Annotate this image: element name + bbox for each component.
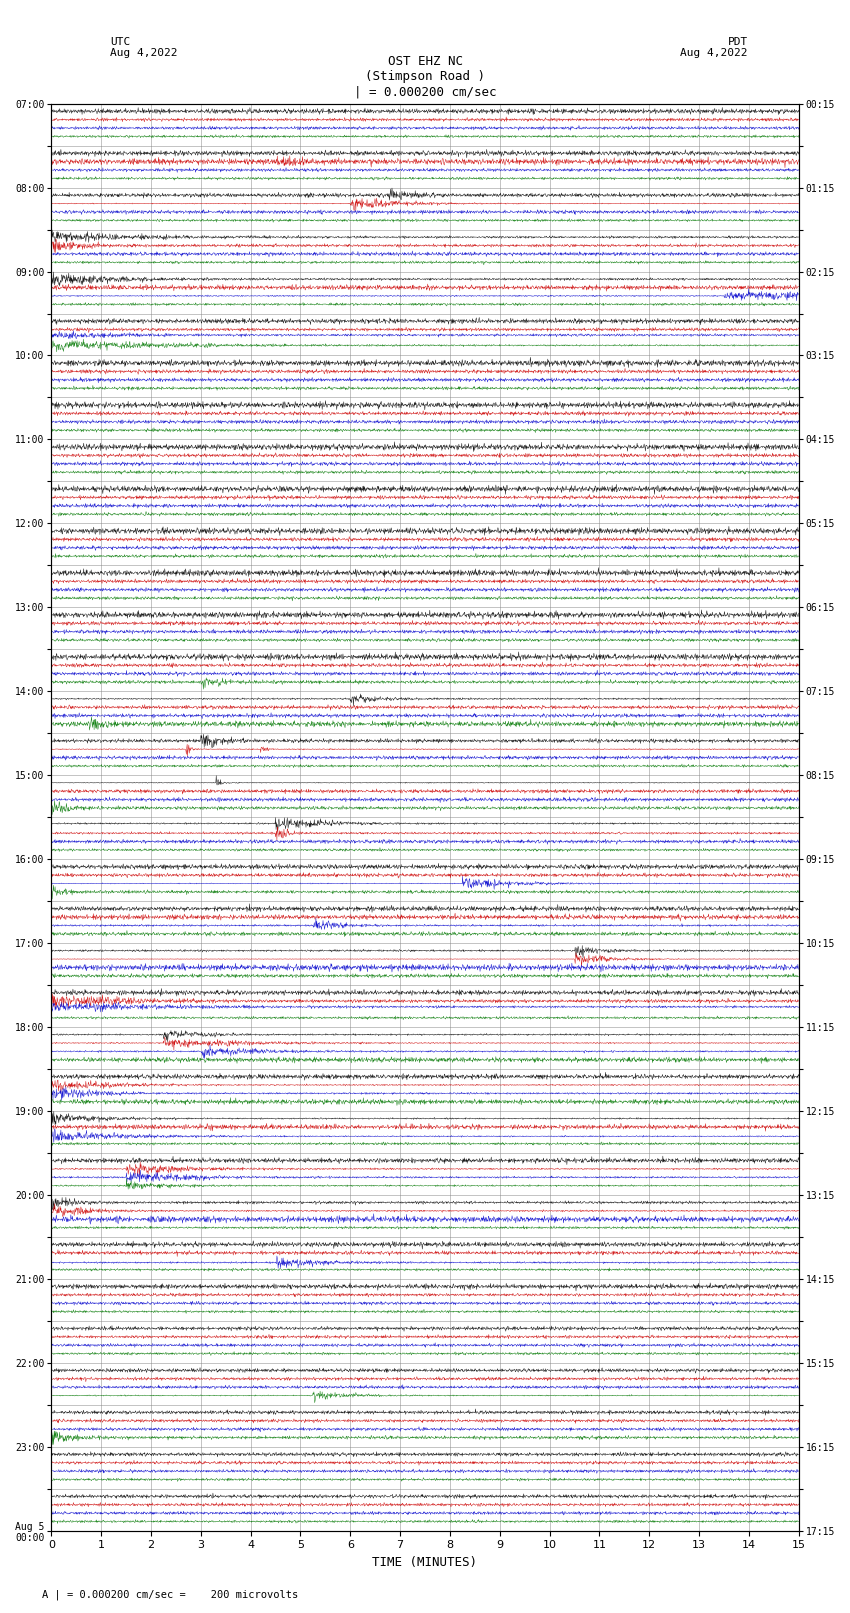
Text: UTC: UTC xyxy=(110,37,131,47)
Title: OST EHZ NC
(Stimpson Road )
| = 0.000200 cm/sec: OST EHZ NC (Stimpson Road ) | = 0.000200… xyxy=(354,55,496,98)
Text: A | = 0.000200 cm/sec =    200 microvolts: A | = 0.000200 cm/sec = 200 microvolts xyxy=(42,1589,298,1600)
Text: Aug 4,2022: Aug 4,2022 xyxy=(110,48,178,58)
Text: Aug 4,2022: Aug 4,2022 xyxy=(681,48,748,58)
X-axis label: TIME (MINUTES): TIME (MINUTES) xyxy=(372,1557,478,1569)
Text: PDT: PDT xyxy=(728,37,748,47)
